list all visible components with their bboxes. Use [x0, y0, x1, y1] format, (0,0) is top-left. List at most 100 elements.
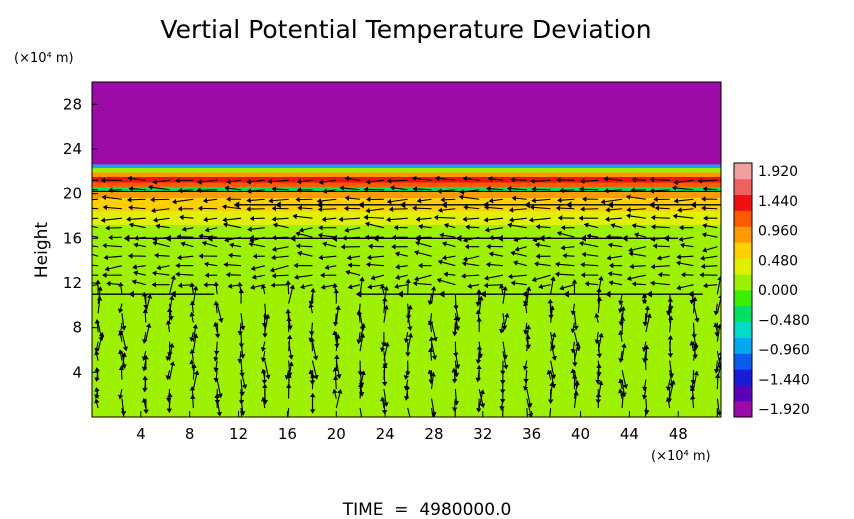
wind-vector — [338, 216, 361, 223]
x-tick-label: 48 — [669, 425, 688, 443]
colorbar-frame — [733, 162, 753, 418]
wind-vector — [618, 330, 624, 342]
wind-vector — [411, 175, 432, 182]
wind-vector — [621, 369, 629, 390]
wind-vector — [271, 186, 289, 192]
wind-vector — [443, 222, 456, 229]
wind-vector — [435, 175, 456, 182]
wind-vector — [364, 221, 385, 229]
wind-vector — [381, 370, 388, 387]
wind-vector — [365, 179, 384, 185]
wind-vector — [596, 360, 602, 377]
wind-vector — [430, 341, 438, 361]
wind-vector — [643, 344, 650, 361]
wind-vector — [607, 242, 623, 248]
wind-vector — [133, 270, 146, 276]
wind-vector — [227, 283, 242, 289]
x-tick-label: 8 — [185, 425, 195, 443]
wind-vector — [295, 231, 313, 238]
wind-vector — [475, 309, 482, 323]
wind-vector — [631, 281, 646, 287]
wind-vector — [477, 341, 484, 359]
wind-vector — [141, 332, 148, 344]
wind-vector — [240, 408, 243, 417]
wind-vector — [550, 276, 556, 295]
wind-vector — [513, 260, 527, 267]
wind-vector — [127, 175, 146, 182]
wind-vector — [510, 280, 527, 286]
wind-vector — [97, 286, 103, 304]
wind-vector — [467, 283, 480, 289]
wind-vector — [559, 284, 575, 291]
wind-vector — [535, 224, 551, 230]
wind-vector — [486, 185, 504, 192]
wind-vector — [642, 313, 648, 327]
wind-vector — [437, 207, 456, 213]
wind-vector — [441, 254, 456, 261]
wind-vector — [580, 262, 599, 268]
wind-vector — [335, 389, 343, 409]
wind-vector — [603, 176, 623, 182]
wind-vector — [92, 198, 99, 201]
wind-vector — [292, 213, 313, 220]
wind-vector — [412, 186, 432, 192]
field-band — [92, 82, 721, 165]
wind-vector — [246, 197, 265, 204]
colorbar-label: −0.960 — [758, 343, 810, 359]
wind-vector — [213, 321, 219, 333]
x-tick-label: 24 — [376, 425, 395, 443]
wind-vector — [324, 264, 337, 270]
wind-vector — [407, 407, 411, 417]
field-band — [92, 167, 721, 173]
chart-title: Vertial Potential Temperature Deviation — [160, 15, 651, 44]
wind-vector — [128, 222, 146, 229]
y-axis: 4 8 12 16 20 24 28 — [63, 95, 98, 381]
wind-vector — [538, 283, 551, 290]
colorbar-swatch — [734, 369, 752, 386]
colorbar-swatch — [734, 210, 752, 227]
colorbar-swatch — [734, 290, 752, 307]
wind-vector — [297, 205, 313, 211]
wind-vector — [126, 197, 146, 203]
wind-vector — [441, 241, 456, 248]
wind-vector — [501, 313, 508, 331]
wind-vector — [201, 240, 218, 248]
wind-vector — [189, 282, 196, 295]
wind-vector — [555, 205, 575, 211]
wind-vector — [412, 280, 432, 287]
wind-vector — [437, 259, 456, 267]
wind-vector — [108, 187, 122, 193]
wind-vector — [296, 178, 313, 185]
wind-vector — [618, 378, 624, 390]
wind-vector — [604, 216, 623, 222]
wind-vector — [152, 240, 170, 248]
wind-vector — [365, 261, 384, 268]
wind-vector — [642, 379, 648, 392]
wind-vector — [430, 398, 437, 417]
wind-vector — [332, 388, 338, 399]
wind-vector — [529, 204, 551, 211]
wind-vector — [433, 214, 456, 221]
wind-vector — [332, 330, 338, 342]
wind-vector — [652, 243, 670, 249]
wind-vector — [702, 186, 718, 192]
wind-vector — [700, 255, 718, 261]
x-unit-label: (×10⁴ m) — [651, 449, 711, 464]
x-tick-label: 44 — [620, 425, 639, 443]
colorbar-label: 1.920 — [758, 164, 798, 180]
wind-vector — [298, 227, 313, 233]
wind-vector — [453, 294, 459, 311]
wind-vector — [92, 245, 99, 248]
wind-vector — [626, 274, 647, 282]
wind-vector — [152, 217, 170, 223]
wind-vector — [260, 341, 267, 352]
wind-vector — [295, 243, 313, 249]
wind-vector — [339, 185, 361, 191]
wind-vector — [166, 389, 172, 403]
wind-vector — [650, 280, 670, 286]
wind-vector — [428, 347, 434, 361]
wind-vector — [483, 217, 504, 223]
wind-vector — [120, 398, 127, 416]
wind-vectors — [92, 175, 721, 417]
wind-vector — [608, 280, 623, 286]
